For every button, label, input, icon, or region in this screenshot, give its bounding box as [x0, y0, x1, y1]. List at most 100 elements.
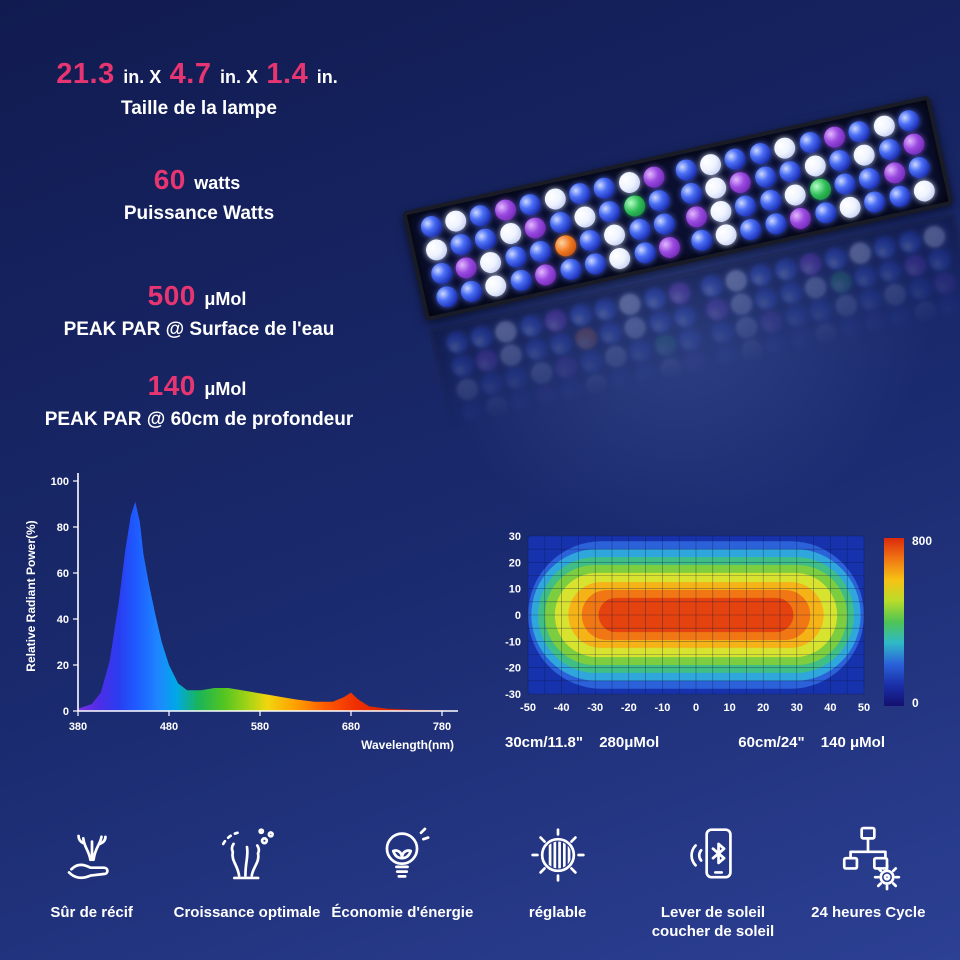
led-v	[543, 308, 569, 334]
led-b	[927, 247, 953, 273]
svg-text:0: 0	[515, 610, 521, 622]
par-note-30cm: 30cm/11.8" 280μMol	[505, 734, 660, 751]
par-depth-value: 140	[147, 370, 196, 401]
led-w	[607, 245, 633, 271]
led-w	[616, 170, 642, 196]
led-v	[863, 311, 889, 337]
led-b	[733, 193, 759, 219]
led-b	[608, 367, 634, 393]
led-b	[763, 211, 789, 237]
led-w	[739, 338, 765, 364]
led-v	[641, 164, 667, 190]
par-colorbar: 800 0	[884, 534, 944, 710]
led-b	[887, 183, 913, 209]
led-w	[713, 222, 739, 248]
led-b	[508, 267, 534, 293]
svg-text:20: 20	[509, 557, 521, 569]
led-b	[709, 320, 735, 346]
led-v	[683, 351, 709, 377]
svg-text:40: 40	[824, 702, 836, 714]
par-surface-value: 500	[147, 280, 196, 311]
led-w	[484, 395, 510, 421]
feature-energy-saving: Économie d'énergie	[325, 812, 480, 923]
led-b	[808, 298, 834, 324]
dimensions-height: 1.4	[266, 58, 309, 90]
colorbar-max-label: 800	[912, 534, 933, 548]
svg-text:780: 780	[433, 721, 451, 733]
svg-text:-20: -20	[621, 702, 637, 714]
svg-text:50: 50	[858, 702, 870, 714]
led-b	[752, 164, 778, 190]
led-w	[498, 220, 524, 247]
led-b	[503, 244, 529, 270]
led-w	[617, 291, 643, 317]
led-w	[772, 135, 798, 161]
svg-text:30: 30	[509, 531, 521, 543]
led-v	[788, 205, 814, 231]
spec-power: 60 watts Puissance Watts	[0, 164, 398, 225]
led-v	[728, 169, 754, 196]
led-w	[454, 377, 480, 403]
led-v	[901, 131, 927, 157]
led-b	[646, 187, 672, 214]
feature-label: 24 heures Cycle	[811, 904, 926, 921]
led-b	[797, 130, 823, 156]
led-w	[658, 356, 684, 382]
led-w	[423, 237, 449, 263]
colorbar-min-label: 0	[912, 696, 919, 710]
led-b	[469, 324, 495, 350]
led-w	[623, 315, 649, 341]
coral-growth-icon	[209, 812, 285, 898]
led-b	[747, 141, 773, 167]
led-w	[542, 186, 568, 212]
led-b	[418, 214, 444, 240]
led-v	[902, 253, 928, 279]
svg-text:-10: -10	[654, 702, 670, 714]
par-heatmap-svg: -50 -40 -30 -20 -10 0 10 20 30 40 50 30 20 10 0 -10 -20 -…	[505, 531, 870, 714]
led-g	[807, 176, 833, 202]
led-b	[577, 227, 603, 253]
feature-24h-cycle: 24 heures Cycle	[791, 812, 946, 923]
led-b	[722, 146, 748, 172]
led-b	[862, 189, 888, 215]
svg-text:-40: -40	[554, 702, 570, 714]
led-b	[773, 257, 799, 283]
led-b	[677, 327, 703, 353]
svg-text:Wavelength(nm): Wavelength(nm)	[361, 738, 454, 752]
led-w	[493, 319, 519, 345]
led-b	[518, 313, 544, 339]
led-v	[534, 384, 560, 410]
led-b	[838, 316, 864, 342]
led-b	[777, 158, 803, 185]
led-w	[734, 315, 760, 341]
led-w	[837, 194, 863, 220]
dimensions-length: 21.3	[56, 58, 115, 90]
svg-text:0: 0	[693, 702, 699, 714]
led-b	[642, 286, 668, 312]
feature-reef-safe: Sûr de récif	[14, 812, 169, 923]
svg-text:10: 10	[509, 584, 521, 596]
led-b	[468, 203, 494, 229]
led-b	[857, 165, 883, 191]
led-v	[882, 160, 908, 186]
feature-sunrise-sunset: Lever de soleil coucher de soleil	[635, 812, 790, 942]
led-w	[782, 182, 808, 208]
feature-label: Économie d'énergie	[331, 904, 474, 921]
led-b	[699, 273, 725, 299]
led-w	[729, 291, 755, 317]
led-b	[812, 200, 838, 226]
led-b	[633, 362, 659, 388]
svg-text:20: 20	[757, 702, 769, 714]
led-b	[827, 147, 853, 174]
svg-text:-30: -30	[587, 702, 603, 714]
led-b	[877, 258, 903, 284]
led-v	[657, 234, 683, 260]
led-b	[907, 276, 933, 302]
led-b	[558, 256, 584, 282]
svg-text:580: 580	[251, 721, 269, 733]
led-b	[479, 371, 505, 397]
led-b	[748, 262, 774, 288]
led-b	[906, 154, 932, 180]
led-b	[434, 284, 460, 310]
